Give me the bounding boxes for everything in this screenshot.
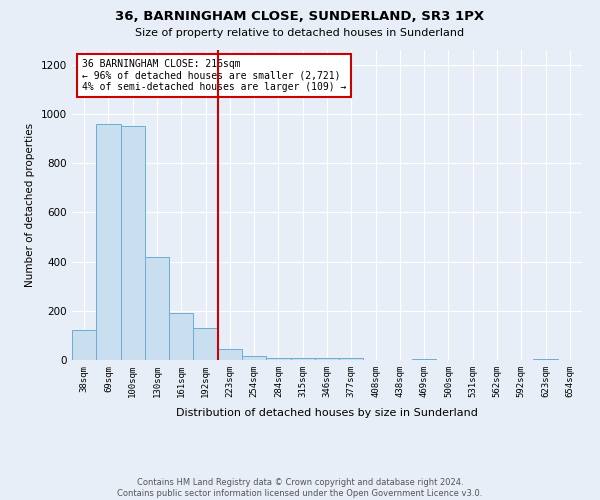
- Bar: [169, 314, 193, 360]
- Text: Contains HM Land Registry data © Crown copyright and database right 2024.
Contai: Contains HM Land Registry data © Crown c…: [118, 478, 482, 498]
- Bar: [145, 256, 169, 360]
- Bar: [290, 358, 315, 360]
- Bar: [242, 356, 266, 360]
- Bar: [96, 124, 121, 360]
- Bar: [72, 330, 96, 360]
- Bar: [193, 328, 218, 360]
- Text: 36 BARNINGHAM CLOSE: 216sqm
← 96% of detached houses are smaller (2,721)
4% of s: 36 BARNINGHAM CLOSE: 216sqm ← 96% of det…: [82, 60, 347, 92]
- Text: 36, BARNINGHAM CLOSE, SUNDERLAND, SR3 1PX: 36, BARNINGHAM CLOSE, SUNDERLAND, SR3 1P…: [115, 10, 485, 23]
- Bar: [315, 358, 339, 360]
- Bar: [121, 126, 145, 360]
- Bar: [266, 358, 290, 360]
- Bar: [339, 358, 364, 360]
- Bar: [218, 349, 242, 360]
- Y-axis label: Number of detached properties: Number of detached properties: [25, 123, 35, 287]
- Text: Size of property relative to detached houses in Sunderland: Size of property relative to detached ho…: [136, 28, 464, 38]
- Bar: [533, 359, 558, 360]
- X-axis label: Distribution of detached houses by size in Sunderland: Distribution of detached houses by size …: [176, 408, 478, 418]
- Bar: [412, 359, 436, 360]
